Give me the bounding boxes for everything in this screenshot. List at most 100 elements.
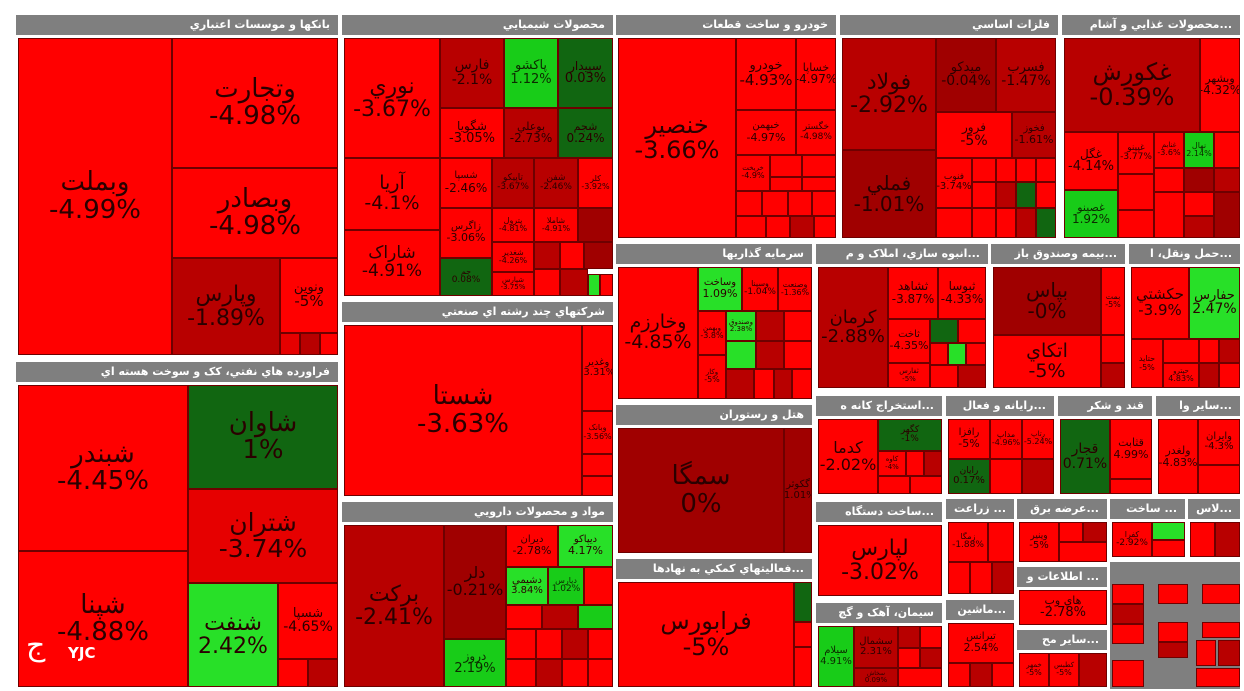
tile-minor[interactable] <box>562 659 588 687</box>
tile-minor[interactable] <box>320 333 338 355</box>
tile-minor[interactable] <box>794 647 812 687</box>
tile-minor[interactable] <box>1112 604 1144 624</box>
tile-minor[interactable] <box>1083 522 1107 542</box>
tile-minor[interactable] <box>1184 216 1214 238</box>
tile-vsapta[interactable]: وصنعت -1.36% <box>778 267 812 311</box>
tile-minor[interactable] <box>506 629 536 659</box>
tile-minor[interactable] <box>536 629 562 659</box>
tile-minor[interactable] <box>762 191 788 216</box>
tile-minor[interactable] <box>736 216 766 238</box>
tile-maadpra[interactable]: مداپ -4.96% <box>990 419 1022 459</box>
tile-pelod[interactable]: پترول -4.81% <box>492 208 534 242</box>
tile-minor[interactable] <box>1118 174 1154 210</box>
tile-tapico[interactable]: تاپيكو -3.67% <box>492 158 534 208</box>
tile-minor[interactable] <box>588 659 613 687</box>
tile-ghgol[interactable]: غگل -4.14% <box>1064 132 1118 190</box>
tile-vghadir[interactable]: وغدير-3.31% <box>582 325 613 411</box>
tile-shomal[interactable]: شاملا -4.91% <box>534 208 578 242</box>
tile-minor[interactable] <box>948 343 966 365</box>
tile-minor[interactable] <box>1059 522 1083 542</box>
tile-ghanabt[interactable]: قثابت 4.99% <box>1110 419 1152 479</box>
tile-minor[interactable] <box>726 369 754 399</box>
tile-minor[interactable] <box>930 365 958 388</box>
tile-bpas[interactable]: بپاس -0% <box>993 267 1101 335</box>
tile-kaveh[interactable]: كاوه -4% <box>878 451 906 476</box>
tile-rayan[interactable]: رايان 0.17% <box>948 459 990 494</box>
tile-minor[interactable] <box>280 333 300 355</box>
tile-vsakhtari[interactable]: وساخت 1.09% <box>698 267 742 311</box>
tile-minor[interactable] <box>1158 584 1188 604</box>
tile-vsina[interactable]: وسينا -1.04% <box>742 267 778 311</box>
tile-minor[interactable] <box>1196 640 1216 666</box>
tile-minor[interactable] <box>534 242 560 269</box>
tile-minor[interactable] <box>584 567 613 605</box>
tile-simga[interactable]: سمگا 0% <box>618 428 784 553</box>
tile-minor[interactable] <box>1154 192 1184 238</box>
tile-minor[interactable] <box>1184 192 1214 216</box>
tile-minor[interactable] <box>1158 622 1188 642</box>
tile-minor[interactable] <box>948 663 970 687</box>
tile-minor[interactable] <box>812 191 836 216</box>
tile-minor[interactable] <box>560 269 588 296</box>
tile-bmohar[interactable]: كطبس -5% <box>1049 653 1079 687</box>
tile-minor[interactable] <box>1214 192 1240 238</box>
tile-minor[interactable] <box>992 663 1014 687</box>
tile-minor[interactable] <box>1118 210 1154 238</box>
tile-bouali[interactable]: بوعلي -2.73% <box>504 108 558 158</box>
tile-vcoal[interactable]: وكار -5% <box>698 355 726 399</box>
tile-ramp[interactable]: رتاپ -5.24% <box>1022 419 1054 459</box>
tile-kgohar[interactable]: كگهر -1% <box>878 419 942 451</box>
tile-minor[interactable] <box>906 451 924 476</box>
tile-minor[interactable] <box>754 369 774 399</box>
tile-vbemellat[interactable]: وبملت -4.99% <box>18 38 172 355</box>
tile-minor[interactable] <box>756 311 784 341</box>
tile-minor[interactable] <box>736 191 762 216</box>
tile-lapars[interactable]: لپارس -3.02% <box>818 525 942 596</box>
tile-barket[interactable]: بركت -2.41% <box>344 525 444 687</box>
tile-droz[interactable]: دروز 2.19% <box>444 639 506 687</box>
tile-minor[interactable] <box>930 319 958 343</box>
tile-minor[interactable] <box>1184 168 1214 192</box>
tile-sakhtari[interactable]: ثاخت -4.35% <box>888 319 930 363</box>
tile-minor[interactable] <box>584 242 613 269</box>
tile-minor[interactable] <box>506 659 536 687</box>
tile-minor[interactable] <box>966 343 986 365</box>
tile-dalar[interactable]: دلر -0.21% <box>444 525 506 639</box>
tile-minor[interactable] <box>1198 465 1240 494</box>
tile-minor[interactable] <box>534 269 560 296</box>
tile-minor[interactable] <box>1199 339 1219 363</box>
tile-vpars[interactable]: وپارس -1.89% <box>172 258 280 355</box>
tile-hafars[interactable]: حفارس 2.47% <box>1189 267 1240 339</box>
tile-minor[interactable] <box>898 648 920 668</box>
tile-selam[interactable]: سيلام 4.91% <box>818 626 854 687</box>
tile-bmet[interactable]: بمت -5% <box>1101 267 1125 335</box>
tile-ghejar[interactable]: قجار 0.71% <box>1060 419 1110 494</box>
tile-minor[interactable] <box>802 155 836 177</box>
tile-dshimi[interactable]: دشيمي 3.84% <box>506 567 548 605</box>
tile-minor[interactable] <box>582 454 613 476</box>
tile-vnovin[interactable]: ونوين -5% <box>280 258 338 333</box>
tile-sfars[interactable]: ثفارس -5% <box>888 363 930 388</box>
tile-vkalar[interactable]: وبهمن -3.8% <box>698 311 726 355</box>
tile-minor[interactable] <box>1218 640 1240 666</box>
tile-minor[interactable] <box>1196 668 1240 687</box>
tile-minor[interactable] <box>308 659 338 687</box>
tile-vbsader[interactable]: وبصادر -4.98% <box>172 168 338 258</box>
tile-sghaen[interactable]: سخاش 0.09% <box>854 668 898 687</box>
tile-minor[interactable] <box>788 191 812 216</box>
tile-dipaco[interactable]: ديپاكو 4.17% <box>558 525 613 567</box>
tile-vbank[interactable]: وبانک -3.56% <box>582 411 613 454</box>
tile-minor[interactable] <box>970 562 992 594</box>
tile-ghkoorosh[interactable]: غكورش -0.39% <box>1064 38 1200 132</box>
tile-minor[interactable] <box>958 365 986 388</box>
tile-minor[interactable] <box>1214 168 1240 192</box>
tile-minor[interactable] <box>996 182 1016 208</box>
tile-khnasir[interactable]: خنصير -3.66% <box>618 38 736 238</box>
tile-foolad[interactable]: فولاد -2.92% <box>842 38 936 150</box>
tile-minor[interactable] <box>1036 208 1056 238</box>
tile-minor[interactable] <box>582 476 613 496</box>
tile-minor[interactable] <box>774 369 792 399</box>
tile-minor[interactable] <box>600 274 613 296</box>
tile-minor[interactable] <box>970 663 992 687</box>
tile-shirak[interactable]: شاراک -4.91% <box>344 230 440 296</box>
